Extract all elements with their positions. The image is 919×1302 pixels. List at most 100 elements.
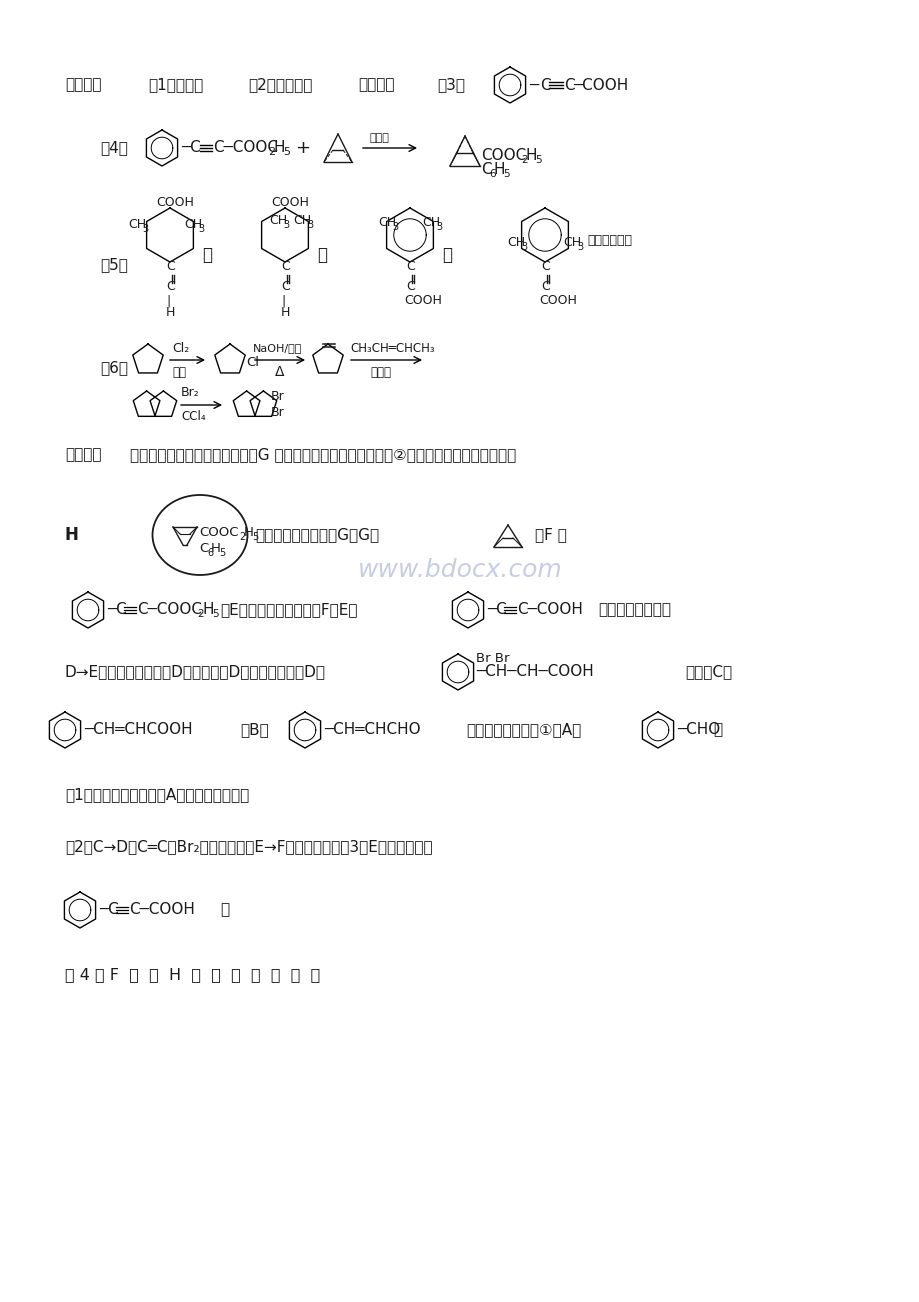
Text: Br Br: Br Br bbox=[475, 651, 509, 664]
Text: （1）苯甲醛: （1）苯甲醛 bbox=[148, 78, 203, 92]
Text: CH: CH bbox=[268, 215, 287, 228]
Text: C: C bbox=[199, 543, 208, 556]
Text: Δ: Δ bbox=[275, 365, 284, 379]
Text: H: H bbox=[210, 543, 221, 556]
Text: D→E为消去反应，结合D的分子式及D的生成反应，则D为: D→E为消去反应，结合D的分子式及D的生成反应，则D为 bbox=[65, 664, 325, 680]
Text: Cl₂: Cl₂ bbox=[172, 341, 189, 354]
Text: Br: Br bbox=[271, 406, 285, 419]
Text: C─COOC: C─COOC bbox=[137, 603, 202, 617]
Text: CH: CH bbox=[562, 237, 581, 250]
Text: ，所以C为: ，所以C为 bbox=[685, 664, 732, 680]
Text: www.bdocx.com: www.bdocx.com bbox=[357, 559, 562, 582]
Text: ─COOH: ─COOH bbox=[573, 78, 628, 92]
Text: ，F 为: ，F 为 bbox=[535, 527, 566, 543]
Text: 、: 、 bbox=[202, 246, 211, 264]
Text: 2: 2 bbox=[239, 533, 245, 542]
Text: NaOH/乙醇: NaOH/乙醇 bbox=[253, 342, 302, 353]
Text: |: | bbox=[280, 294, 285, 307]
Text: COOH: COOH bbox=[156, 197, 194, 210]
Text: COOC: COOC bbox=[481, 148, 526, 164]
Text: 【解析】: 【解析】 bbox=[65, 448, 101, 462]
Text: （2）C→D为C═C与Br₂的加成反应，E→F是酯化反应；（3）E的结构简式为: （2）C→D为C═C与Br₂的加成反应，E→F是酯化反应；（3）E的结构简式为 bbox=[65, 840, 432, 854]
Text: （5）: （5） bbox=[100, 258, 128, 272]
Text: C: C bbox=[165, 280, 175, 293]
Text: （6）: （6） bbox=[100, 361, 128, 375]
Text: CH: CH bbox=[292, 215, 311, 228]
Text: （ 4 ） F  生  成  H  的  化  学  方  程  式  为: （ 4 ） F 生 成 H 的 化 学 方 程 式 为 bbox=[65, 967, 320, 983]
Text: CH: CH bbox=[128, 219, 146, 232]
Text: C: C bbox=[540, 280, 550, 293]
Text: 5: 5 bbox=[535, 155, 541, 165]
Text: 已知各物质转变关系分析如下：G 是甲苯同分异构体，结合已知②的反应物连接方式，则产物: 已知各物质转变关系分析如下：G 是甲苯同分异构体，结合已知②的反应物连接方式，则… bbox=[130, 448, 516, 462]
Text: H: H bbox=[494, 163, 505, 177]
Text: |: | bbox=[165, 294, 170, 307]
Text: C: C bbox=[405, 280, 414, 293]
Text: ─CH═CHCHO: ─CH═CHCHO bbox=[323, 723, 420, 737]
Text: 。: 。 bbox=[220, 902, 229, 918]
Text: 取代反应: 取代反应 bbox=[357, 78, 394, 92]
Text: Br₂: Br₂ bbox=[181, 387, 199, 400]
Text: ，E与乙醇酯化反应生成F，E为: ，E与乙醇酯化反应生成F，E为 bbox=[220, 603, 357, 617]
Text: 光照: 光照 bbox=[172, 366, 186, 379]
Text: ，再结合已知反应①，A为: ，再结合已知反应①，A为 bbox=[466, 723, 581, 737]
Text: （3）: （3） bbox=[437, 78, 464, 92]
Text: 6: 6 bbox=[207, 548, 213, 559]
Text: C: C bbox=[539, 78, 550, 92]
Text: CCl₄: CCl₄ bbox=[181, 410, 206, 423]
Text: 3: 3 bbox=[576, 242, 583, 253]
Text: H: H bbox=[203, 603, 214, 617]
Text: ─CH═CHCOOH: ─CH═CHCOOH bbox=[84, 723, 192, 737]
Text: 【答案】: 【答案】 bbox=[65, 78, 101, 92]
Text: C: C bbox=[563, 78, 574, 92]
Text: COOC: COOC bbox=[199, 526, 238, 539]
Text: 3: 3 bbox=[307, 220, 312, 230]
Text: H: H bbox=[65, 526, 79, 544]
Text: 3: 3 bbox=[142, 224, 148, 234]
Text: C─COOC: C─COOC bbox=[213, 141, 278, 155]
Text: H: H bbox=[274, 141, 285, 155]
Text: ─CH─CH─COOH: ─CH─CH─COOH bbox=[475, 664, 593, 680]
Text: COOH: COOH bbox=[539, 294, 576, 307]
Text: C: C bbox=[540, 260, 550, 273]
Text: 3: 3 bbox=[283, 220, 289, 230]
Text: C─COOH: C─COOH bbox=[129, 902, 195, 918]
Text: （2）加成反应: （2）加成反应 bbox=[248, 78, 312, 92]
Text: 、: 、 bbox=[441, 246, 451, 264]
Text: C: C bbox=[165, 260, 175, 273]
Text: C: C bbox=[405, 260, 414, 273]
Text: C: C bbox=[280, 280, 289, 293]
Text: CH: CH bbox=[184, 219, 202, 232]
Text: 2: 2 bbox=[520, 155, 528, 165]
Text: ，根据反应条件，: ，根据反应条件， bbox=[597, 603, 670, 617]
Text: H: H bbox=[526, 148, 537, 164]
Text: ─: ─ bbox=[528, 78, 538, 92]
Text: 、: 、 bbox=[317, 246, 326, 264]
Text: （任写两种）: （任写两种） bbox=[586, 233, 631, 246]
Text: C: C bbox=[280, 260, 289, 273]
Text: ─CHO: ─CHO bbox=[676, 723, 720, 737]
Text: CH: CH bbox=[506, 237, 525, 250]
Text: （1）根据以上分析可知A的名称是苯甲醛。: （1）根据以上分析可知A的名称是苯甲醛。 bbox=[65, 788, 249, 802]
Text: CH: CH bbox=[378, 216, 396, 229]
Text: 5: 5 bbox=[211, 609, 219, 618]
Text: ─C: ─C bbox=[486, 603, 506, 617]
Text: 6: 6 bbox=[489, 169, 495, 178]
Text: H: H bbox=[244, 526, 254, 539]
Text: Br: Br bbox=[271, 391, 285, 404]
Text: 。: 。 bbox=[712, 723, 721, 737]
Text: ─C: ─C bbox=[181, 141, 200, 155]
Text: ，B为: ，B为 bbox=[240, 723, 268, 737]
Text: 5: 5 bbox=[283, 147, 289, 158]
Text: C─COOH: C─COOH bbox=[516, 603, 583, 617]
Text: 5: 5 bbox=[503, 169, 509, 178]
Text: 催化剂: 催化剂 bbox=[369, 366, 391, 379]
Text: 3: 3 bbox=[436, 223, 442, 232]
Text: 3: 3 bbox=[198, 224, 204, 234]
Text: 3: 3 bbox=[391, 223, 398, 232]
Text: H: H bbox=[165, 306, 176, 319]
Text: 2: 2 bbox=[197, 609, 203, 618]
Text: Cl: Cl bbox=[245, 355, 259, 368]
Text: 5: 5 bbox=[219, 548, 225, 559]
Text: COOH: COOH bbox=[271, 197, 309, 210]
Text: H: H bbox=[280, 306, 290, 319]
